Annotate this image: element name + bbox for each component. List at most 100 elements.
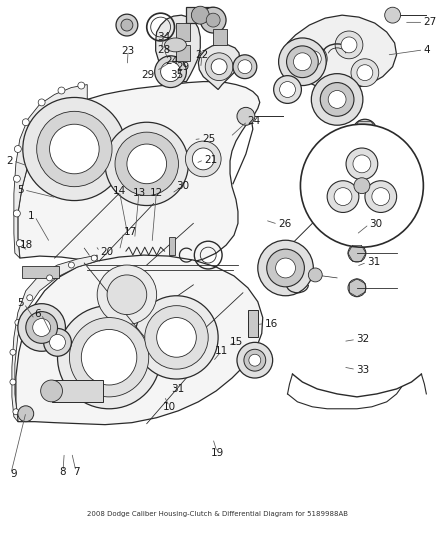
Bar [213,29,227,45]
Text: 33: 33 [356,365,369,375]
Circle shape [341,37,357,53]
Text: 16: 16 [265,319,278,328]
Circle shape [353,155,371,173]
Bar [248,310,258,337]
Polygon shape [18,82,260,266]
Circle shape [191,6,209,24]
Circle shape [161,62,180,82]
Circle shape [18,304,65,351]
Circle shape [127,144,166,184]
Circle shape [135,296,218,379]
Circle shape [46,275,53,281]
Bar [169,237,174,255]
Text: 29: 29 [141,70,154,80]
Circle shape [353,119,377,143]
Circle shape [23,98,126,200]
Text: 11: 11 [215,346,228,356]
Circle shape [276,258,296,278]
Circle shape [238,60,252,74]
Circle shape [18,406,34,422]
Circle shape [258,240,313,296]
Circle shape [237,107,255,125]
Text: 19: 19 [211,448,224,457]
Bar [52,380,103,402]
Bar [177,23,191,41]
Circle shape [78,82,85,89]
Circle shape [249,354,261,366]
Text: 30: 30 [176,181,189,191]
Bar [177,45,191,61]
Text: 25: 25 [202,134,215,143]
Circle shape [205,53,233,80]
Text: 5: 5 [17,298,24,309]
Circle shape [97,265,157,325]
Circle shape [44,328,71,356]
Circle shape [107,275,147,314]
Text: 7: 7 [73,466,79,477]
Circle shape [279,38,326,86]
Circle shape [115,132,178,196]
Circle shape [311,74,363,125]
Circle shape [155,56,187,87]
Text: 17: 17 [124,227,137,237]
Text: 18: 18 [20,240,33,251]
Circle shape [57,305,161,409]
Circle shape [145,305,208,369]
Circle shape [320,83,354,116]
Circle shape [68,262,74,268]
Circle shape [385,7,401,23]
Circle shape [10,379,16,385]
Text: 35: 35 [170,70,184,80]
Bar [187,7,214,23]
Circle shape [200,7,226,33]
Bar [22,266,60,278]
Circle shape [351,59,379,86]
Circle shape [69,318,149,397]
Circle shape [267,249,304,287]
Text: 22: 22 [195,50,208,60]
Circle shape [211,59,227,75]
Polygon shape [198,44,240,90]
Text: 26: 26 [278,219,291,229]
Circle shape [26,312,57,343]
Polygon shape [155,15,200,82]
Circle shape [10,349,16,355]
Circle shape [365,181,397,213]
Circle shape [41,380,63,402]
Circle shape [206,13,220,27]
Circle shape [16,240,23,247]
Text: 29: 29 [176,62,189,72]
Text: 24: 24 [165,56,178,67]
Circle shape [192,148,214,170]
Circle shape [15,320,21,326]
Circle shape [348,279,366,297]
Text: 15: 15 [230,336,243,346]
Text: 12: 12 [150,188,163,198]
Text: 20: 20 [100,247,113,257]
Circle shape [328,91,346,108]
Circle shape [58,87,65,94]
Circle shape [157,318,196,357]
Circle shape [357,64,373,80]
Text: 31: 31 [171,384,185,394]
Circle shape [49,124,99,174]
Circle shape [33,319,50,336]
Polygon shape [286,15,396,90]
Circle shape [185,141,221,177]
Text: 31: 31 [367,257,380,267]
Text: 24: 24 [247,116,261,126]
Text: 2: 2 [7,156,13,166]
Circle shape [14,210,20,217]
Text: 14: 14 [113,187,126,197]
Circle shape [274,76,301,103]
Circle shape [49,334,65,350]
Circle shape [237,342,273,378]
Text: 32: 32 [356,334,369,344]
Circle shape [14,175,20,182]
Text: 34: 34 [158,31,171,42]
Circle shape [372,188,390,206]
Circle shape [22,119,29,126]
Circle shape [13,409,19,415]
Text: 5: 5 [17,185,24,195]
Circle shape [244,349,266,371]
